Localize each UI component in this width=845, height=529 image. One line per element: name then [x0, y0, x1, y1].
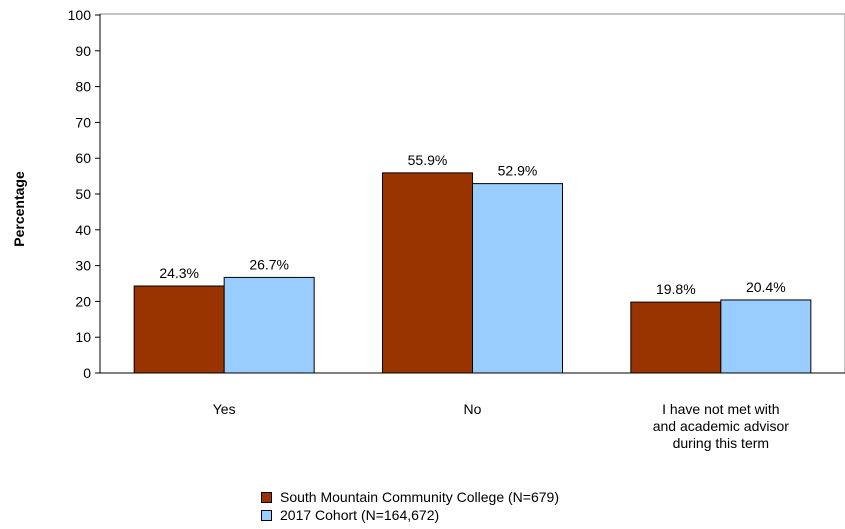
bar-series-1 [382, 172, 473, 374]
x-category-label: Yes [213, 401, 236, 417]
bar-value-label: 20.4% [746, 279, 786, 295]
y-tick-label: 30 [75, 258, 91, 274]
legend-label-series-2: 2017 Cohort (N=164,672) [280, 507, 440, 523]
bar-value-label: 19.8% [656, 281, 696, 297]
bar-series-2 [720, 299, 812, 374]
bar-series-1 [133, 285, 225, 374]
legend: South Mountain Community College (N=679)… [261, 488, 559, 524]
legend-item-series-1: South Mountain Community College (N=679) [261, 488, 559, 506]
y-tick-label: 10 [75, 329, 91, 345]
bar-value-label: 55.9% [408, 152, 448, 168]
x-category-label: I have not met with [662, 401, 780, 417]
y-tick-label: 40 [75, 222, 91, 238]
x-category-label: No [464, 401, 482, 417]
y-tick-label: 80 [75, 79, 91, 95]
bar-value-label: 24.3% [159, 265, 199, 281]
y-tick-label: 60 [75, 150, 91, 166]
bars: 24.3% 26.7% 55.9% 52.9% 19.8% 20.4% [133, 152, 812, 374]
legend-swatch-series-2 [261, 509, 272, 521]
y-tick-label: 20 [75, 293, 91, 309]
bar-series-1 [630, 301, 722, 374]
legend-swatch-series-1 [261, 491, 272, 503]
y-axis-title: Percentage [11, 171, 27, 247]
legend-label-series-1: South Mountain Community College (N=679) [280, 489, 559, 505]
bar-value-label: 26.7% [249, 256, 289, 272]
bar-value-label: 52.9% [498, 163, 538, 179]
y-tick-label: 0 [83, 365, 91, 381]
y-tick-label: 90 [75, 43, 91, 59]
y-tick-label: 100 [68, 7, 92, 23]
y-tick-label: 50 [75, 186, 91, 202]
y-tick-label: 70 [75, 114, 91, 130]
bar-series-2 [472, 183, 563, 374]
x-category-label: during this term [673, 435, 769, 451]
bar-series-2 [223, 276, 315, 374]
legend-item-series-2: 2017 Cohort (N=164,672) [261, 506, 559, 524]
x-category-label: and academic advisor [653, 418, 790, 434]
